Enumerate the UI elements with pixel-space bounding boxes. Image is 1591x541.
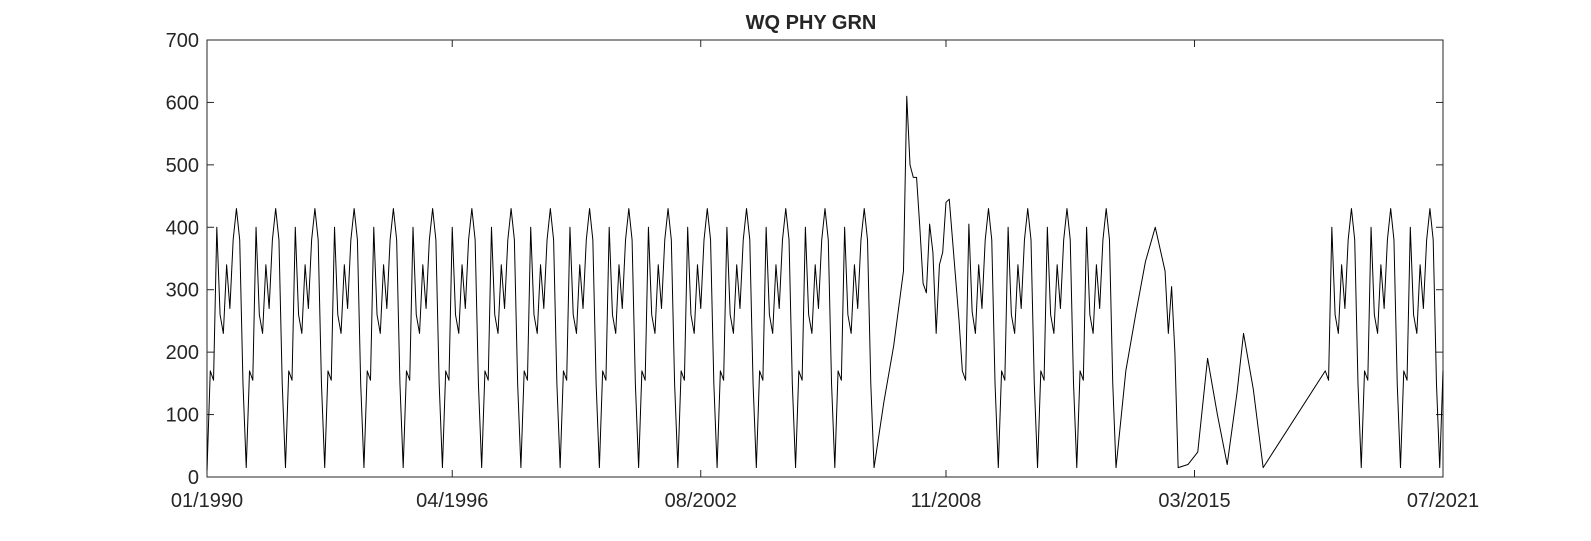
y-tick-label: 700 <box>166 30 199 52</box>
y-tick-label: 0 <box>188 467 199 489</box>
y-tick-label: 500 <box>166 155 199 177</box>
y-tick-label: 600 <box>166 92 199 114</box>
x-tick-label: 03/2015 <box>1158 490 1230 512</box>
y-tick-label: 200 <box>166 342 199 364</box>
plot-area-frame <box>206 39 1444 478</box>
y-tick-label: 100 <box>166 405 199 427</box>
x-tick-label: 01/1990 <box>171 490 243 512</box>
y-axis: 0 100 200 300 400 500 600 700 <box>166 30 1443 489</box>
series-group <box>206 95 1444 471</box>
x-tick-label: 04/1996 <box>416 490 488 512</box>
x-tick-label: 08/2002 <box>665 490 737 512</box>
x-tick-label: 11/2008 <box>911 490 982 512</box>
y-tick-label: 400 <box>166 217 199 239</box>
x-tick-label: 07/2021 <box>1407 490 1479 512</box>
series-line <box>206 95 1444 471</box>
chart-title: WQ PHY GRN <box>746 12 877 34</box>
x-axis: 01/1990 04/1996 08/2002 11/2008 03/2015 07/20… <box>171 40 1479 512</box>
y-tick-label: 300 <box>166 280 199 302</box>
